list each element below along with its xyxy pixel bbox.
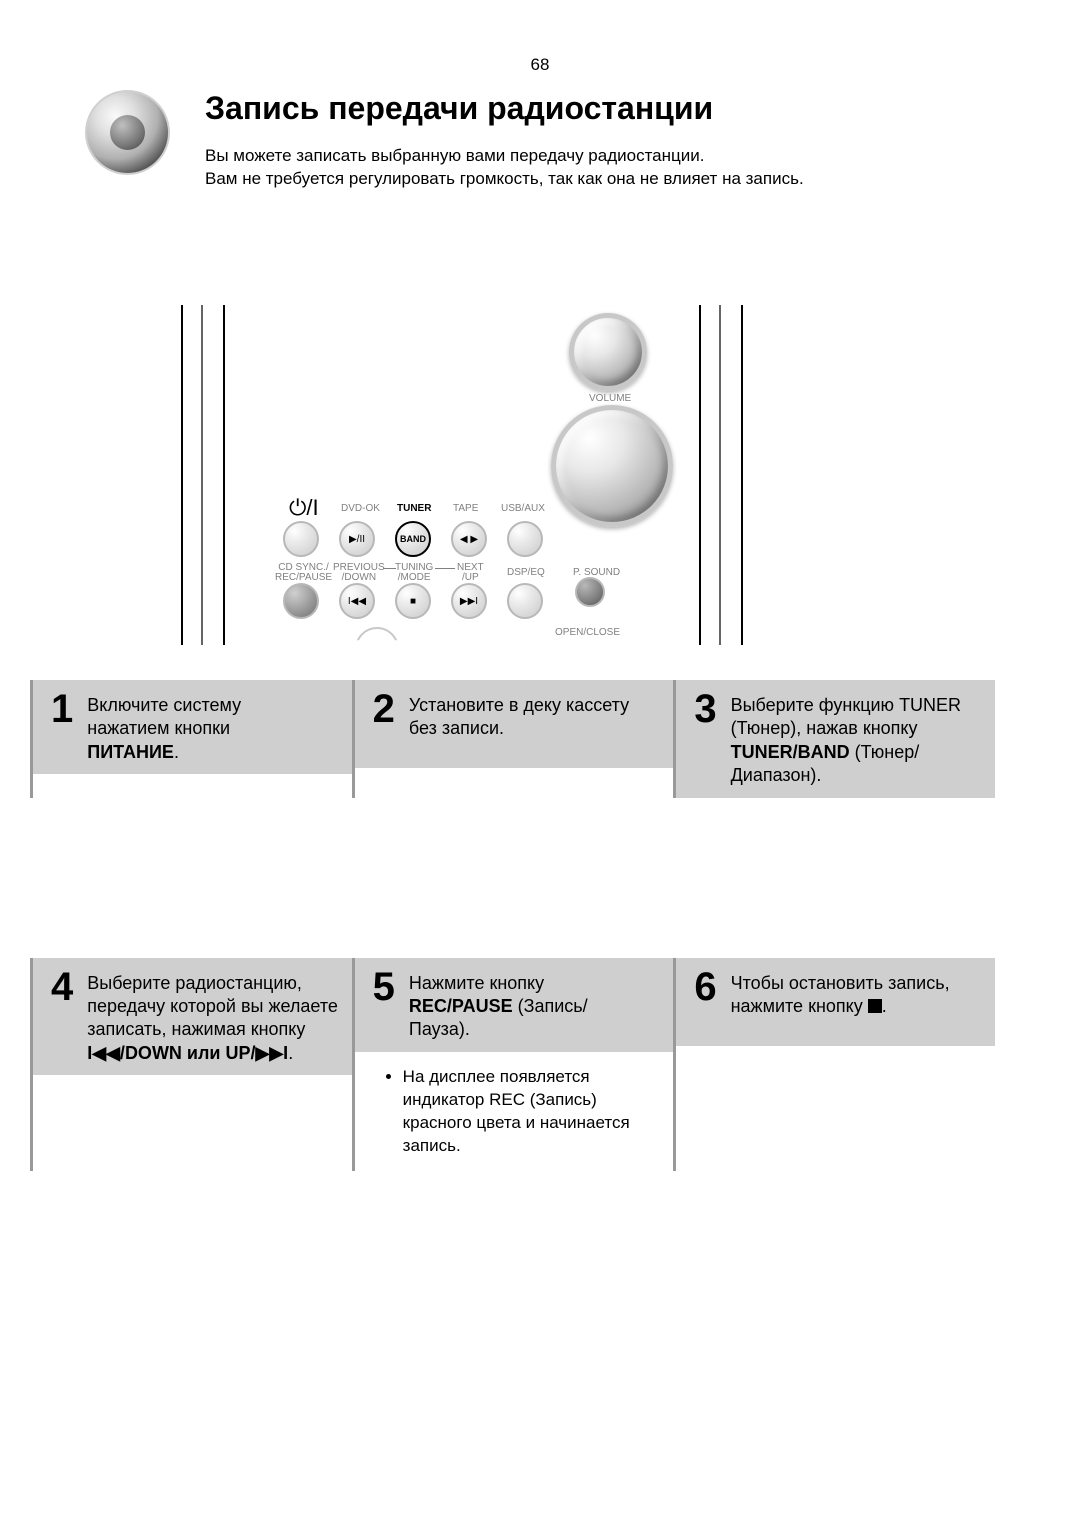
step-number: 6 [694,970,716,1004]
step-3: 3 Выберите функцию TUNER (Тюнер), нажав … [673,680,995,798]
step-text: Включите систему нажатием кнопки ПИТАНИЕ… [87,688,241,764]
step-text: Выберите функцию TUNER (Тюнер), нажав кн… [731,688,961,788]
tuning-label: TUNING/MODE [395,563,433,583]
previous-label: PREVIOUS/DOWN [333,563,385,583]
tape-label: TAPE [453,503,478,514]
step-4: 4 Выберите радиостанцию, передачу которо… [30,958,352,1172]
step-number: 4 [51,970,73,1004]
step-row: 4 Выберите радиостанцию, передачу которо… [30,958,995,1172]
step-text: Установите в деку кассету без записи. [409,688,629,741]
step-number: 2 [373,692,395,726]
step-text: Выберите радиостанцию, передачу которой … [87,966,338,1066]
step-5: 5 Нажмите кнопку REC/PAUSE (Запись/ Пауз… [352,958,674,1172]
volume-knob-icon [551,405,673,527]
speaker-icon [85,90,175,180]
tuner-label: TUNER [397,503,431,514]
volume-label: VOLUME [589,393,631,404]
step-note: На дисплее появляется индикатор REC (Зап… [355,1052,674,1172]
dspeq-button-icon [507,583,543,619]
arc-icon [355,627,399,671]
openclose-label: OPEN/CLOSE [555,627,620,638]
step-2: 2 Установите в деку кассету без записи. [352,680,674,798]
step-row: 1 Включите систему нажатием кнопки ПИТАН… [30,680,995,798]
recpause-button-icon [283,583,319,619]
stop-icon [868,999,882,1013]
cdsync-label: CD SYNC./REC/PAUSE [275,563,332,583]
power-button-icon [283,521,319,557]
psound-button-icon [575,577,605,607]
dvdok-button-icon: ▶/II [339,521,375,557]
step-number: 5 [373,970,395,1004]
intro-line: Вы можете записать выбранную вами переда… [205,145,804,168]
stop-button-icon: ■ [395,583,431,619]
usbaux-label: USB/AUX [501,503,545,514]
step-text: Нажмите кнопку REC/PAUSE (Запись/ Пауза)… [409,966,588,1042]
previous-button-icon: I◀◀ [339,583,375,619]
step-1: 1 Включите систему нажатием кнопки ПИТАН… [30,680,352,798]
knob-icon [569,313,647,391]
psound-label: P. SOUND [573,567,620,578]
step-number: 1 [51,692,73,726]
tape-button-icon: ◀ ▶ [451,521,487,557]
dspeq-label: DSP/EQ [507,567,545,578]
intro-line: Вам не требуется регулировать громкость,… [205,168,804,191]
page-number: 68 [0,55,1080,75]
next-label: NEXT/UP [457,563,484,583]
dvdok-label: DVD-OK [341,503,380,514]
band-button-icon: BAND [395,521,431,557]
step-text: Чтобы остановить запись, нажмите кнопку … [731,966,950,1019]
step-number: 3 [694,692,716,726]
usbaux-button-icon [507,521,543,557]
page-title: Запись передачи радиостанции [205,90,713,127]
step-6: 6 Чтобы остановить запись, нажмите кнопк… [673,958,995,1172]
intro-text: Вы можете записать выбранную вами переда… [205,145,804,191]
next-button-icon: ▶▶I [451,583,487,619]
device-panel-illustration: VOLUME ⏻/I DVD-OK TUNER TAPE USB/AUX ▶/I… [175,305,915,645]
steps-grid: 1 Включите систему нажатием кнопки ПИТАН… [30,680,995,1171]
power-icon: ⏻/I [289,495,319,521]
